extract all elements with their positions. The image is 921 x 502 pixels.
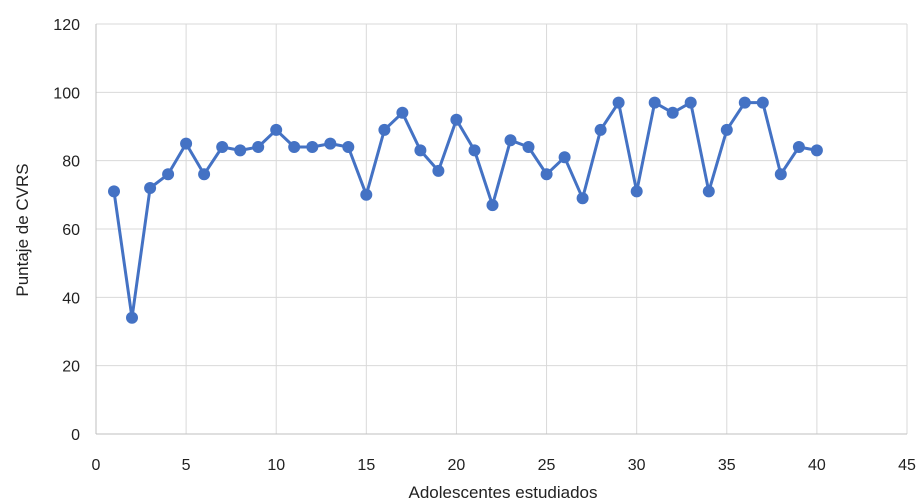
tick-labels: 0 20 40 60 80 100 120 0 5 10 15 20 25 30 35 40 45	[53, 17, 916, 474]
x-tick-label: 15	[357, 457, 375, 474]
y-tick-label: 20	[62, 359, 80, 376]
data-point	[612, 96, 625, 109]
data-point	[684, 96, 697, 109]
data-point	[198, 168, 211, 181]
y-tick-label: 0	[71, 427, 80, 444]
data-point	[504, 134, 517, 147]
data-point	[324, 137, 337, 150]
data-point	[540, 168, 553, 181]
data-point	[558, 151, 571, 164]
data-point	[396, 106, 409, 119]
data-point	[270, 123, 283, 136]
data-point	[234, 144, 247, 157]
x-tick-label: 35	[718, 457, 736, 474]
data-point	[126, 311, 138, 324]
x-tick-label: 5	[182, 457, 191, 474]
y-tick-label: 60	[62, 222, 80, 239]
data-point	[648, 96, 661, 109]
data-point	[594, 123, 607, 136]
data-point	[630, 185, 643, 198]
data-point	[468, 144, 481, 157]
data-point	[162, 168, 175, 181]
data-point	[756, 96, 769, 109]
data-point	[144, 182, 157, 194]
data-point	[774, 168, 787, 181]
x-tick-label: 40	[808, 457, 826, 474]
data-point	[486, 199, 499, 212]
y-axis-title: Puntaje de CVRS	[13, 163, 32, 296]
data-point	[432, 164, 445, 177]
data-point	[378, 123, 391, 136]
y-tick-label: 120	[53, 17, 80, 34]
x-tick-label: 30	[628, 457, 646, 474]
data-series	[108, 96, 823, 324]
data-point	[216, 141, 229, 153]
series-line	[112, 101, 818, 320]
x-axis-title: Adolescentes estudiados	[408, 483, 597, 502]
x-tick-label: 10	[267, 457, 285, 474]
y-tick-label: 100	[53, 85, 80, 102]
data-point	[360, 188, 373, 201]
data-point	[666, 106, 679, 119]
y-tick-label: 40	[62, 290, 80, 307]
data-point	[522, 141, 535, 153]
y-tick-label: 80	[62, 154, 80, 171]
data-point	[738, 96, 751, 109]
data-point	[252, 141, 265, 153]
data-point	[792, 141, 805, 153]
data-point	[702, 185, 715, 198]
data-point	[306, 141, 319, 153]
grid-lines	[96, 23, 908, 434]
data-point	[108, 185, 120, 198]
x-tick-label: 20	[448, 457, 466, 474]
data-point	[342, 141, 355, 153]
x-tick-label: 0	[92, 457, 101, 474]
data-point	[720, 123, 733, 136]
x-tick-label: 45	[898, 457, 916, 474]
data-point	[810, 144, 823, 157]
axes	[95, 24, 907, 435]
data-point	[450, 113, 463, 126]
data-point	[576, 192, 589, 205]
data-point	[180, 137, 193, 150]
data-point	[288, 141, 301, 153]
x-tick-label: 25	[538, 457, 556, 474]
data-point	[414, 144, 427, 157]
